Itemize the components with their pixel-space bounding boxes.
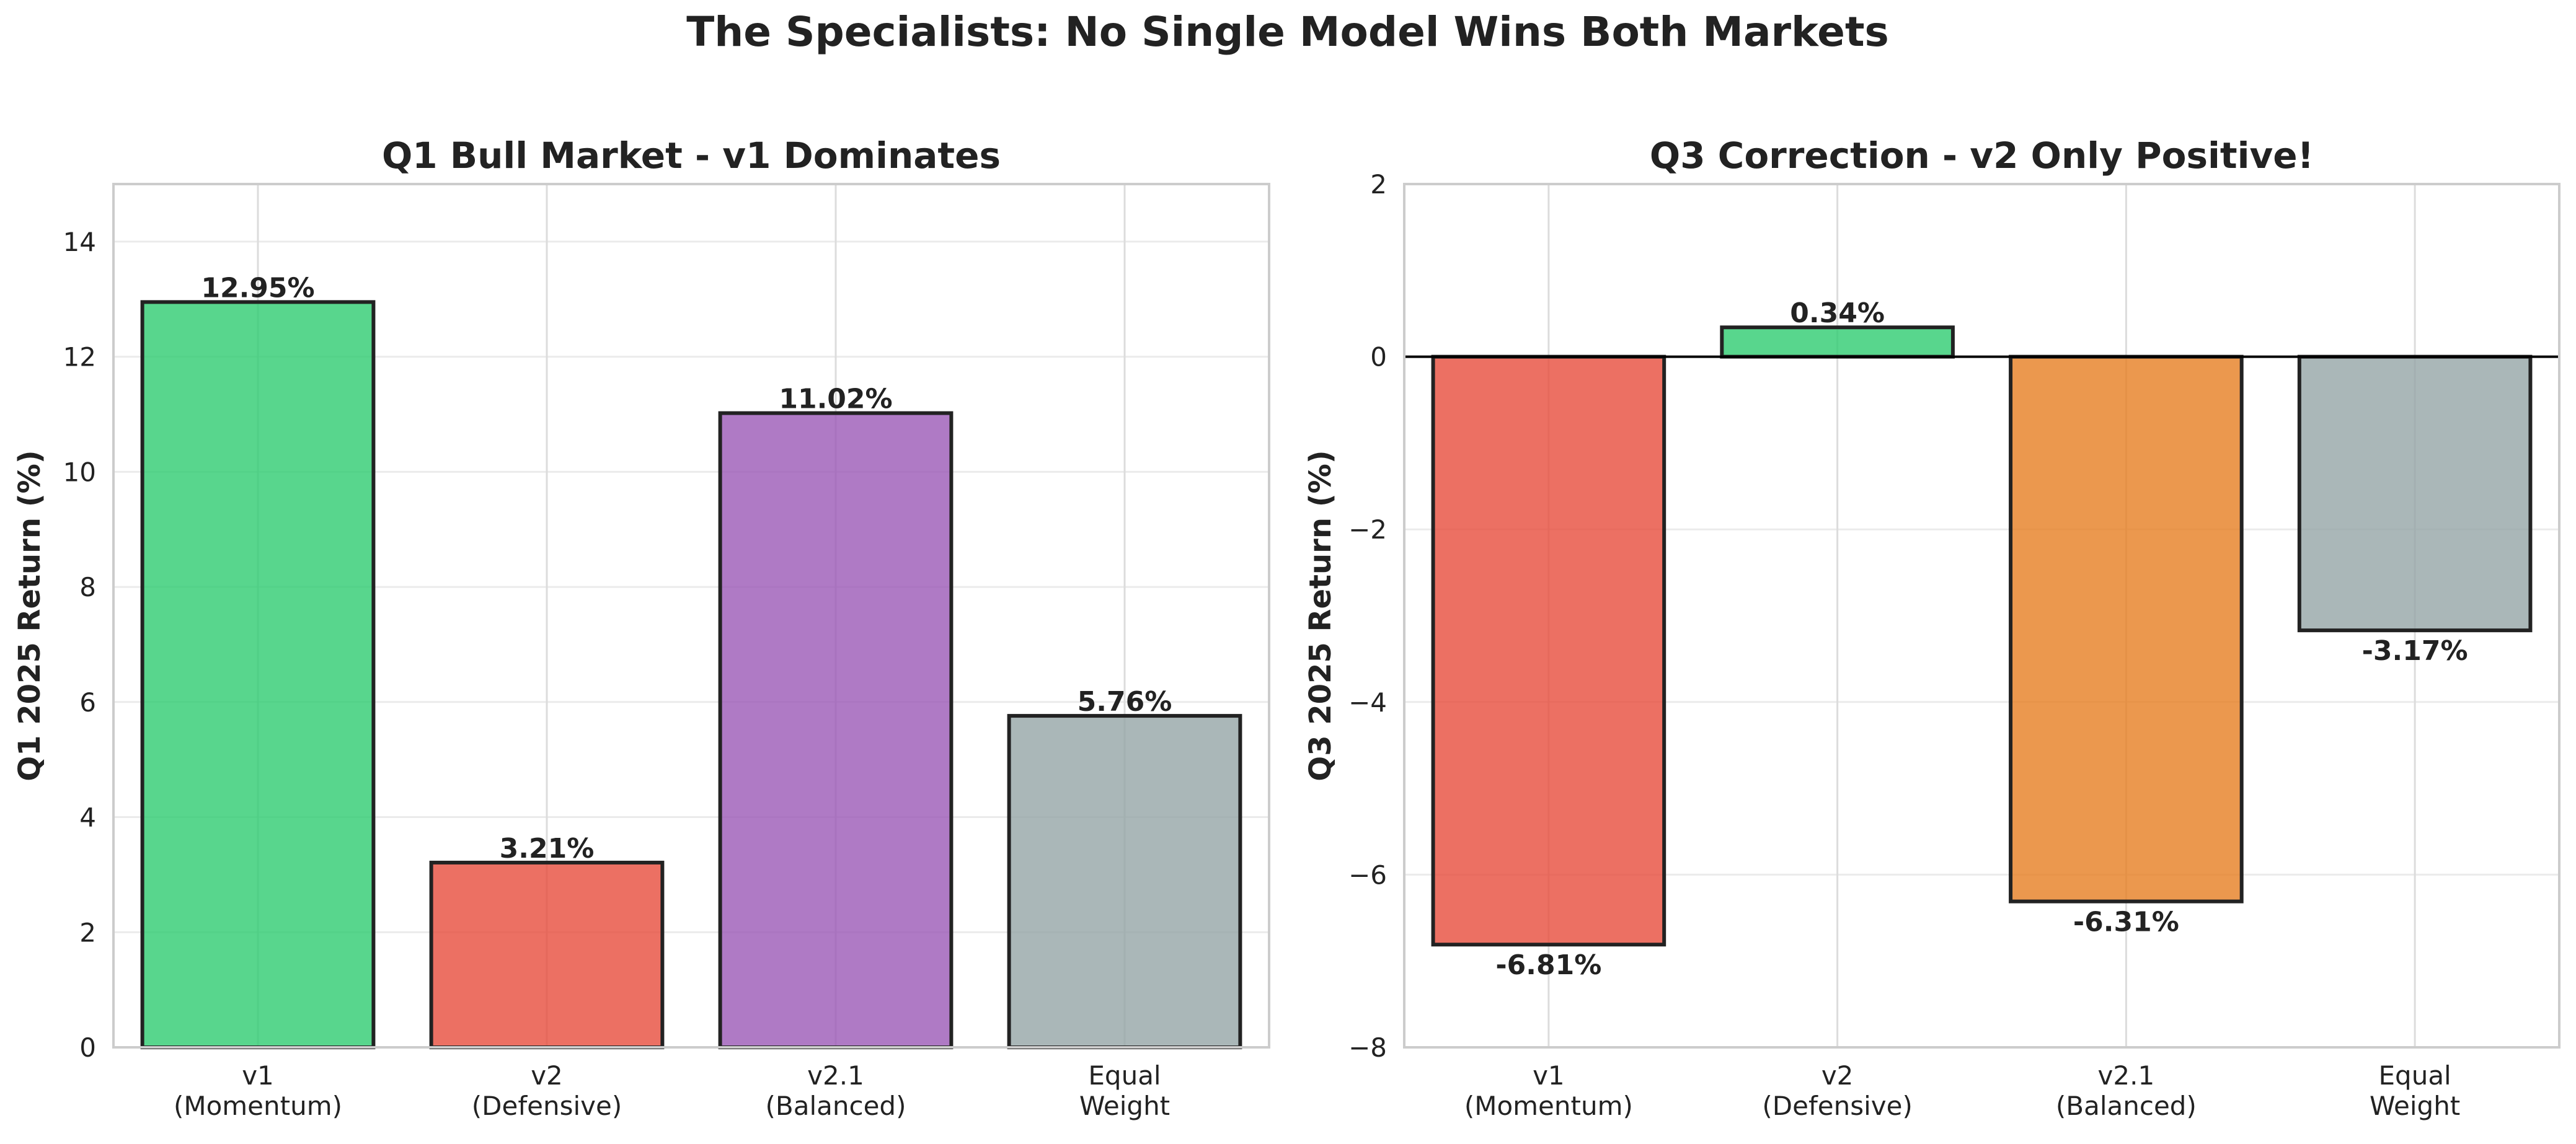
figure-title: The Specialists: No Single Model Wins Bo… [686,8,1889,56]
y-tick-label: −2 [1348,514,1387,545]
chart-title: Q1 Bull Market - v1 Dominates [382,134,1001,177]
chart-panel-q3: -6.81% 0.34% -6.31% -3.17% −8 −6 −4 −2 0 2 v1(Mome… [1303,134,2561,1121]
x-tick-label: (Balanced) [2056,1091,2197,1121]
x-tick-label: v2 [531,1060,563,1091]
y-tick-label: −6 [1348,860,1387,890]
y-tick-label: 4 [79,803,96,833]
bar [718,411,954,1049]
bar-value-label: 12.95% [201,272,314,304]
bar [1720,325,1955,359]
y-axis-label: Q1 2025 Return (%) [12,450,47,781]
x-tick-label: v1 [242,1060,274,1091]
x-tick-label: v2.1 [807,1060,864,1091]
bar-value-label: 11.02% [779,384,892,415]
x-tick-label: v1 [1533,1060,1565,1091]
bar-value-label: -6.31% [2073,907,2179,938]
x-tick-label: (Balanced) [766,1091,906,1121]
bar-value-label: 0.34% [1790,297,1885,329]
x-tick-label: (Defensive) [1762,1091,1912,1121]
y-tick-label: 2 [79,917,96,948]
x-tick-label: Equal [1088,1060,1161,1091]
plot-frame [112,183,1270,1049]
chart-panel-q1: 12.95% 3.21% 11.02% 5.76% 0 2 4 6 8 10 12 14 v1(Mome… [12,134,1270,1121]
y-tick-label: 12 [63,342,96,372]
bar [2009,354,2244,904]
x-tick-label: Weight [1079,1091,1170,1121]
y-tick-label: 8 [79,572,96,602]
bar [1431,354,1666,947]
y-axis-label: Q3 2025 Return (%) [1303,450,1338,781]
y-tick-label: 0 [1370,342,1387,372]
chart-title: Q3 Correction - v2 Only Positive! [1650,134,2314,177]
bar-value-label: 5.76% [1078,686,1172,718]
x-tick-label: Equal [2379,1060,2451,1091]
y-tick-label: 2 [1370,169,1387,200]
x-tick-label: (Momentum) [1464,1091,1633,1121]
x-tick-label: (Momentum) [174,1091,342,1121]
bar-value-label: -3.17% [2362,635,2468,667]
x-tick-label: v2 [1821,1060,1854,1091]
bar [1007,714,1242,1049]
bar-value-label: -6.81% [1495,949,1601,981]
x-tick-label: (Defensive) [472,1091,622,1121]
bar [2297,354,2533,633]
x-tick-label: Weight [2370,1091,2460,1121]
bar-value-label: 3.21% [500,833,595,865]
bar [140,300,376,1049]
y-tick-label: −4 [1348,687,1387,718]
y-tick-label: 10 [63,457,96,487]
y-tick-label: 0 [79,1032,96,1063]
y-tick-label: −8 [1348,1032,1387,1063]
bar [429,860,665,1049]
x-tick-label: v2.1 [2098,1060,2155,1091]
y-tick-label: 6 [79,687,96,718]
y-tick-label: 14 [63,227,96,257]
plot-frame [1403,183,2561,1049]
